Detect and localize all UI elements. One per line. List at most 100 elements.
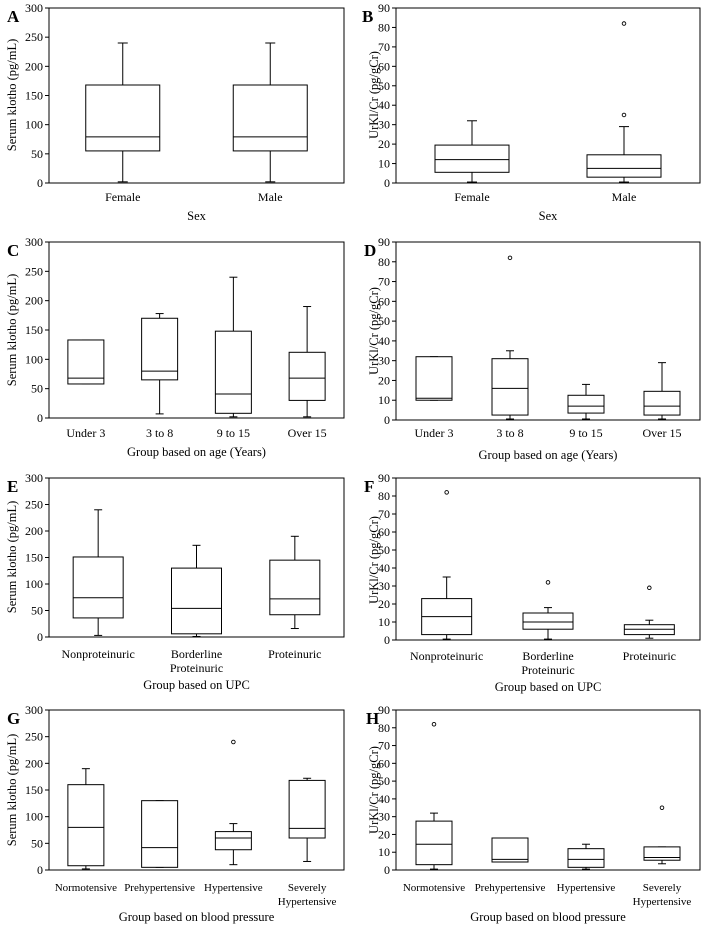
iqr-box bbox=[491, 837, 529, 863]
category-label: Male bbox=[258, 190, 283, 204]
category-label-line: 9 to 15 bbox=[217, 426, 250, 440]
y-tick-label: 10 bbox=[378, 393, 390, 407]
category-label: Nonproteinuric bbox=[410, 649, 483, 663]
category-label-line: Normotensive bbox=[55, 882, 117, 894]
category-label: Female bbox=[105, 190, 140, 204]
iqr-box bbox=[522, 612, 574, 630]
y-tick-label: 60 bbox=[378, 756, 390, 770]
x-axis-label: Group based on blood pressure bbox=[119, 910, 275, 924]
category-label: 3 to 8 bbox=[146, 426, 173, 440]
outlier-point bbox=[431, 721, 437, 727]
y-axis-label: UrKl/Cr (pg/gCr) bbox=[367, 51, 381, 139]
category-label-line: Over 15 bbox=[288, 426, 327, 440]
plot-frame bbox=[395, 477, 701, 641]
category-label: 3 to 8 bbox=[496, 426, 523, 440]
box-3 bbox=[269, 535, 321, 630]
y-tick-label: 20 bbox=[378, 373, 390, 387]
y-axis-label: Serum klotho (pg/mL) bbox=[5, 734, 19, 847]
panel-letter: D bbox=[364, 241, 376, 260]
outlier-point bbox=[545, 580, 551, 585]
y-tick-label: 250 bbox=[25, 264, 43, 278]
iqr-box bbox=[643, 390, 681, 416]
category-label-line: Female bbox=[454, 190, 489, 204]
y-tick-label: 200 bbox=[25, 524, 43, 538]
y-tick-label: 200 bbox=[25, 59, 43, 73]
y-tick-label: 50 bbox=[31, 604, 43, 618]
box-3 bbox=[214, 276, 252, 418]
y-tick-label: 80 bbox=[378, 489, 390, 503]
category-label-line: Nonproteinuric bbox=[410, 649, 483, 663]
outlier-point bbox=[444, 490, 449, 495]
plot-frame bbox=[395, 709, 701, 871]
y-tick-label: 150 bbox=[25, 323, 43, 337]
iqr-box bbox=[232, 84, 308, 152]
iqr-box bbox=[85, 84, 161, 152]
y-tick-label: 30 bbox=[378, 118, 390, 132]
y-tick-label: 10 bbox=[378, 845, 390, 859]
panel-letter: H bbox=[366, 709, 379, 728]
y-tick-label: 10 bbox=[378, 615, 390, 629]
iqr-box bbox=[269, 559, 321, 616]
outlier-point bbox=[621, 112, 627, 118]
y-tick-label: 60 bbox=[378, 59, 390, 73]
box-4 bbox=[643, 805, 681, 865]
y-tick-label: 50 bbox=[31, 382, 43, 396]
y-tick-label: 250 bbox=[25, 730, 43, 744]
outlier-point bbox=[647, 585, 652, 591]
panel-F: 0 10 20 30 40 50 60 70 80 90 F UrKl/Cr (pg/gCr) Grou… bbox=[364, 471, 701, 694]
category-label-line: Prehypertensive bbox=[124, 882, 195, 894]
y-tick-label: 80 bbox=[378, 20, 390, 34]
y-tick-label: 70 bbox=[378, 275, 390, 289]
y-tick-label: 0 bbox=[384, 863, 390, 877]
plot-frame bbox=[395, 241, 701, 421]
category-label-line: Prehypertensive bbox=[475, 882, 546, 894]
panel-G: 0 50 100 150 200 250 300 G Serum klotho (pg/mL) G… bbox=[5, 703, 345, 924]
category-label-line: Normotensive bbox=[403, 882, 465, 894]
box-2 bbox=[171, 544, 222, 637]
y-tick-label: 300 bbox=[25, 1, 43, 15]
category-label-line: Borderline bbox=[522, 649, 573, 663]
category-label: Over 15 bbox=[643, 426, 682, 440]
iqr-box bbox=[141, 800, 179, 868]
panel-B: 0 10 20 30 40 50 60 70 80 90 B UrKl/Cr (pg/gCr) Sex F… bbox=[362, 1, 701, 223]
iqr-box bbox=[67, 339, 105, 385]
category-label: Prehypertensive bbox=[475, 882, 546, 894]
category-label: Proteinuric bbox=[268, 647, 321, 661]
box-1 bbox=[434, 120, 510, 183]
y-tick-label: 70 bbox=[378, 40, 390, 54]
outlier-point bbox=[659, 805, 665, 811]
panel-E: 0 50 100 150 200 250 300 E Serum klotho (pg/mL) G… bbox=[5, 471, 345, 692]
outlier-point bbox=[231, 739, 236, 745]
box-4 bbox=[288, 777, 326, 862]
outlier-point bbox=[507, 255, 513, 261]
iqr-box bbox=[434, 144, 510, 173]
y-tick-label: 100 bbox=[25, 118, 43, 132]
y-tick-label: 40 bbox=[378, 561, 390, 575]
box-3 bbox=[214, 739, 252, 866]
y-tick-label: 90 bbox=[378, 235, 390, 249]
outlier-point bbox=[621, 21, 627, 26]
category-label-line: Female bbox=[105, 190, 140, 204]
panel-A: 0 50 100 150 200 250 300 A Serum klotho (pg/mL) S… bbox=[5, 1, 345, 223]
category-label-line: Hypertensive bbox=[204, 882, 263, 894]
box-1 bbox=[67, 339, 105, 385]
iqr-box bbox=[214, 831, 252, 851]
y-tick-label: 60 bbox=[378, 525, 390, 539]
category-label-line: 3 to 8 bbox=[146, 426, 173, 440]
box-2 bbox=[491, 255, 529, 420]
box-1 bbox=[85, 42, 161, 183]
box-4 bbox=[643, 362, 681, 420]
box-4 bbox=[288, 306, 326, 418]
y-axis-label: Serum klotho (pg/mL) bbox=[5, 501, 19, 614]
y-tick-label: 0 bbox=[37, 630, 43, 644]
category-label-line: Severely bbox=[288, 882, 327, 894]
panel-D: 0 10 20 30 40 50 60 70 80 90D UrKl/Cr (pg/gCr) Grou… bbox=[364, 235, 701, 462]
iqr-box bbox=[141, 317, 179, 381]
category-label-line: 9 to 15 bbox=[569, 426, 602, 440]
iqr-box bbox=[171, 567, 222, 635]
y-tick-label: 0 bbox=[37, 411, 43, 425]
category-label: Female bbox=[454, 190, 489, 204]
panel-letter: G bbox=[7, 709, 20, 728]
y-tick-label: 100 bbox=[25, 352, 43, 366]
